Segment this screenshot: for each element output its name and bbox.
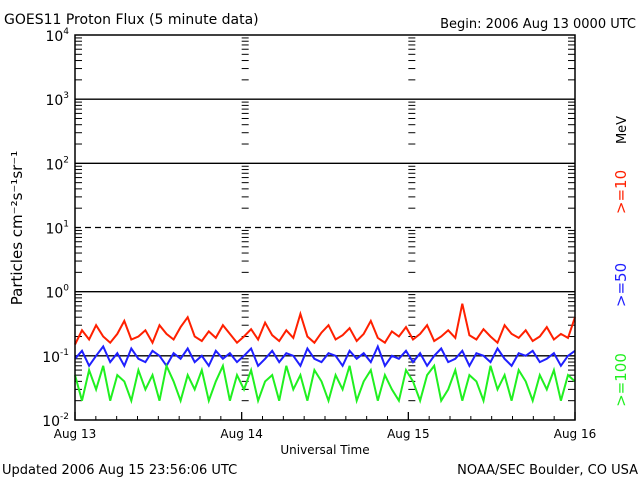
grid (74, 37, 576, 420)
footer-updated: Updated 2006 Aug 15 23:56:06 UTC (2, 463, 237, 478)
legend-ge10: >=10 (612, 170, 630, 214)
units-label: MeV (615, 116, 630, 144)
y-tick-label: 104 (45, 27, 69, 45)
series-line-50 (74, 343, 576, 369)
y-tick-label: 100 (45, 284, 69, 302)
series-line-100 (74, 362, 576, 405)
begin-label: Begin: 2006 Aug 13 0000 UTC (440, 17, 636, 32)
legend-ge100: >=100 (612, 353, 630, 407)
x-tick-label: Aug 13 (54, 427, 97, 441)
x-tick-labels: Aug 13 Aug 14 Aug 15 Aug 16 (54, 427, 597, 441)
x-tick-label: Aug 16 (554, 427, 597, 441)
y-tick-label: 102 (45, 155, 69, 173)
x-axis-label: Universal Time (280, 443, 369, 457)
x-tick-label: Aug 14 (220, 427, 263, 441)
y-tick-label: 101 (45, 220, 69, 238)
footer-source: NOAA/SEC Boulder, CO USA (457, 463, 638, 478)
series-line-10 (74, 303, 576, 345)
chart-title: GOES11 Proton Flux (5 minute data) (4, 12, 259, 28)
x-tick-label: Aug 15 (387, 427, 430, 441)
y-tick-label: 103 (45, 91, 69, 109)
series-group (74, 303, 576, 405)
legend-ge50: >=50 (612, 263, 630, 307)
y-tick-label: 10-1 (42, 348, 69, 366)
y-axis-label: Particles cm⁻²s⁻¹sr⁻¹ (8, 151, 26, 305)
plot-frame (74, 34, 576, 421)
